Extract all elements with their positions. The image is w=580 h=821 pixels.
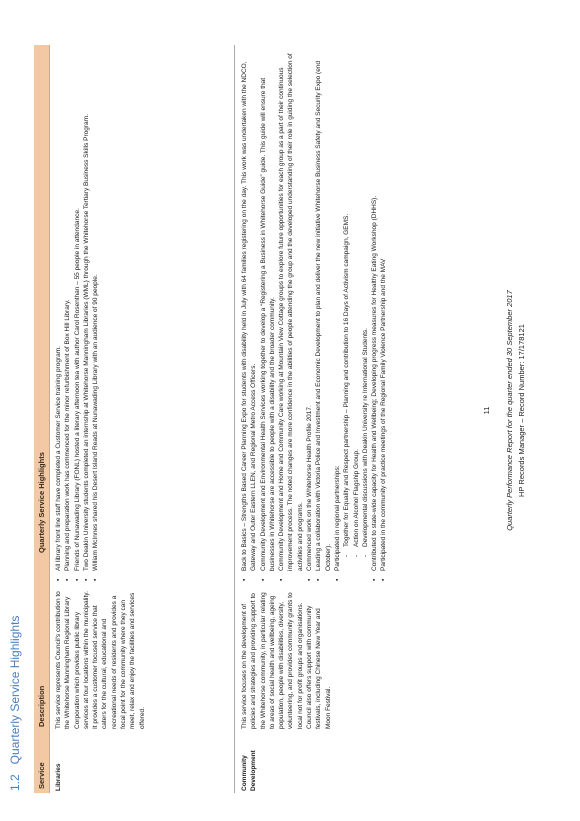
service-name: Libraries	[55, 763, 62, 791]
section-title: Quarterly Service Highlights	[8, 615, 22, 765]
highlight-item: ▪ Participated in regional partnerships:	[333, 46, 342, 581]
highlights-list: ▪ All library front line staff have compl…	[54, 46, 100, 581]
highlight-text: Developmental discussions with Deakin Un…	[361, 328, 369, 547]
highlight-text: Contributed to state-wide capacity for H…	[371, 195, 379, 571]
highlight-item: ▪ Two Deakin University students complete…	[82, 46, 91, 581]
service-description: This service represents Council's contri…	[55, 591, 146, 729]
bullet-icon: ▪	[73, 578, 81, 581]
bullet-icon: ▪	[306, 578, 314, 581]
highlight-item: ▪ Participated in the community of practi…	[379, 46, 388, 581]
bullet-icon: ▪	[315, 578, 323, 581]
highlight-item: ▪ Community Development and Environmental…	[259, 46, 278, 581]
highlights-list: ▪ Back to Basics – Strengths Based Career…	[240, 46, 389, 581]
report-title: Quarterly Performance Report for the qua…	[505, 290, 514, 531]
record-number: HP Records Manager – Record Number: 17/1…	[517, 324, 526, 497]
highlight-text: Participated in the community of practic…	[380, 258, 388, 571]
highlight-text: William McInnes shared his Desert Island…	[92, 274, 100, 571]
highlight-item: - Together for Equality and Respect partn…	[342, 46, 351, 581]
highlight-text: Planning and preparation work has commen…	[64, 299, 72, 571]
highlight-text: Action on Alcohol Flagship Group.	[352, 449, 360, 547]
highlight-text: Commenced work on the Whitehorse Health …	[306, 405, 314, 571]
highlight-item: ▪ Planning and preparation work has comme…	[63, 46, 72, 581]
highlight-text: Leading a collaboration with Victoria Po…	[315, 60, 332, 571]
bullet-icon: ▪	[241, 578, 248, 581]
highlight-text: All library front line staff have comple…	[55, 346, 62, 571]
dash-marker: -	[352, 554, 360, 557]
section-number: 1.2	[8, 774, 22, 791]
highlight-item: ▪ All library front line staff have compl…	[54, 46, 63, 581]
highlight-item: ▪ Contributed to state-wide capacity for …	[370, 46, 379, 581]
header-highlights: Quarterly Service Highlights	[37, 452, 46, 553]
header-service: Service	[37, 762, 46, 789]
header-description: Description	[37, 685, 46, 727]
bullet-icon: ▪	[278, 578, 286, 581]
highlight-item: ▪ Community Development and Home and Comm…	[277, 46, 305, 581]
highlight-text: Back to Basics – Strengths Based Career …	[241, 61, 258, 571]
highlight-text: Together for Equality and Respect partne…	[343, 213, 351, 547]
highlight-text: Friends of Nunawading Library (FONL) hos…	[73, 208, 81, 571]
highlight-item: ▪ Back to Basics – Strengths Based Career…	[240, 46, 259, 581]
table-header: Service Description Quarterly Service Hi…	[34, 45, 50, 793]
highlight-item: - Action on Alcohol Flagship Group.	[352, 46, 361, 581]
highlight-item: ▪ Commenced work on the Whitehorse Health…	[305, 46, 314, 581]
section-heading: 1.2 Quarterly Service Highlights	[8, 616, 22, 791]
service-name: Community Development	[241, 750, 258, 791]
bullet-icon: ▪	[92, 578, 100, 581]
bullet-icon: ▪	[64, 578, 72, 581]
highlight-item: ▪ Friends of Nunawading Library (FONL) ho…	[73, 46, 82, 581]
page-number: 11	[482, 406, 491, 415]
highlight-text: Community Development and Home and Commu…	[278, 53, 304, 571]
dash-marker: -	[361, 554, 369, 557]
row-divider	[234, 45, 235, 793]
bullet-icon: ▪	[259, 578, 267, 581]
bullet-icon: ▪	[55, 578, 62, 581]
bullet-icon: ▪	[82, 578, 90, 581]
highlight-item: ▪ William McInnes shared his Desert Islan…	[91, 46, 100, 581]
highlight-text: Two Deakin University students completed…	[82, 114, 90, 571]
highlight-item: ▪ Leading a collaboration with Victoria P…	[314, 46, 333, 581]
bullet-icon: ▪	[380, 578, 388, 581]
bullet-icon: ▪	[333, 578, 341, 581]
service-description: This service focuses on the development …	[241, 592, 332, 729]
dash-marker: -	[343, 554, 351, 557]
highlight-item: - Developmental discussions with Deakin U…	[361, 46, 370, 581]
bullet-icon: ▪	[371, 578, 379, 581]
highlight-text: Community Development and Environmental …	[259, 77, 276, 571]
highlight-text: Participated in regional partnerships:	[333, 465, 341, 571]
